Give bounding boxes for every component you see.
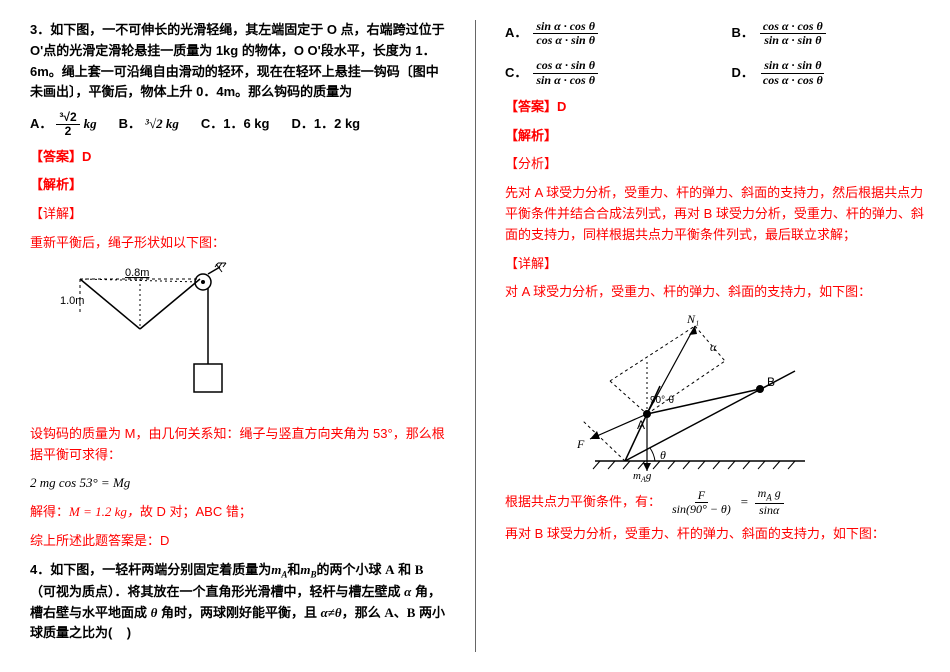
detail-label-r: 【详解】 — [505, 254, 928, 275]
angle-label: 90°-θ — [650, 395, 674, 406]
f-label: F — [576, 437, 585, 451]
alpha-label: α — [710, 340, 717, 354]
detail-label: 【详解】 — [30, 204, 445, 225]
b-label: B — [767, 375, 775, 389]
sub-text: 先对 A 球受力分析，受重力、杆的弹力、斜面的支持力，然后根据共点力平衡条件并结… — [505, 183, 928, 245]
opt-b: B． ³√2 kg — [119, 114, 179, 135]
opt-a: A． sin α · cos θ cos α · sin θ — [505, 20, 702, 47]
question-4: 4．如下图，一轻杆两端分别固定着质量为mA和mB的两个小球 A 和 B（可视为质… — [30, 560, 445, 644]
analysis-label-r: 【解析】 — [505, 126, 928, 147]
opt-a: A． ³√2 2 kg — [30, 111, 97, 138]
q4-body: 如下图，一轻杆两端分别固定着质量为mA和mB的两个小球 A 和 B（可视为质点）… — [30, 562, 445, 641]
a-label: A — [637, 418, 645, 432]
analysis-label: 【解析】 — [30, 175, 445, 196]
equation-1: 2 mg cos 53° = Mg — [30, 473, 445, 494]
opt-b: B． cos α · cos θ sin α · sin θ — [732, 20, 929, 47]
pulley-svg: 0.8m 1.0m — [60, 264, 260, 414]
right-column: A． sin α · cos θ cos α · sin θ B． cos α … — [475, 0, 950, 672]
pulley-diagram: 0.8m 1.0m — [60, 264, 260, 414]
eq-line: 根据共点力平衡条件，有： F sin(90° − θ) = mA g sinα — [505, 487, 928, 517]
left-column: 3．如下图，一不可伸长的光滑轻绳，其左端固定于 O 点，右端跨过位于 O'点的光… — [0, 0, 475, 672]
opt-d: D．1．2 kg — [291, 114, 360, 135]
force-svg: θ A B N₁ α 90°-θ F — [565, 311, 825, 481]
q4-options: A． sin α · cos θ cos α · sin θ B． cos α … — [505, 20, 928, 87]
sub-label: 【分析】 — [505, 154, 928, 175]
opt-d: D． sin α · sin θ cos α · cos θ — [732, 59, 929, 86]
q3-body: 如下图，一不可伸长的光滑轻绳，其左端固定于 O 点，右端跨过位于 O'点的光滑定… — [30, 22, 445, 99]
detail-text1-r: 对 A 球受力分析，受重力、杆的弹力、斜面的支持力，如下图： — [505, 282, 928, 303]
line2: 再对 B 球受力分析，受重力、杆的弹力、斜面的支持力，如下图： — [505, 524, 928, 545]
solve-line: 解得：M = 1.2 kg，故 D 对；ABC 错； — [30, 502, 445, 523]
detail-text2: 设钩码的质量为 M，由几何关系知：绳子与竖直方向夹角为 53°，那么根据平衡可求… — [30, 424, 445, 466]
opt-c: C． cos α · sin θ sin α · cos θ — [505, 59, 702, 86]
mag-label: mAg — [633, 470, 652, 484]
theta-label: θ — [660, 448, 666, 462]
dim-0-8: 0.8m — [125, 267, 149, 279]
opt-a-frac: ³√2 2 — [56, 111, 79, 138]
answer-line: 【答案】D — [30, 147, 445, 168]
q3-num: 3． — [30, 22, 50, 37]
opt-c: C．1．6 kg — [201, 114, 270, 135]
q3-options: A． ³√2 2 kg B． ³√2 kg C．1．6 kg D．1．2 kg — [30, 111, 445, 138]
n1-label: N₁ — [686, 312, 699, 326]
detail-text1: 重新平衡后，绳子形状如以下图： — [30, 233, 445, 254]
force-diagram: θ A B N₁ α 90°-θ F — [565, 311, 815, 481]
dim-1-0: 1.0m — [60, 295, 84, 307]
answer-line-r: 【答案】D — [505, 97, 928, 118]
question-3: 3．如下图，一不可伸长的光滑轻绳，其左端固定于 O 点，右端跨过位于 O'点的光… — [30, 20, 445, 103]
conclusion: 综上所述此题答案是：D — [30, 531, 445, 552]
